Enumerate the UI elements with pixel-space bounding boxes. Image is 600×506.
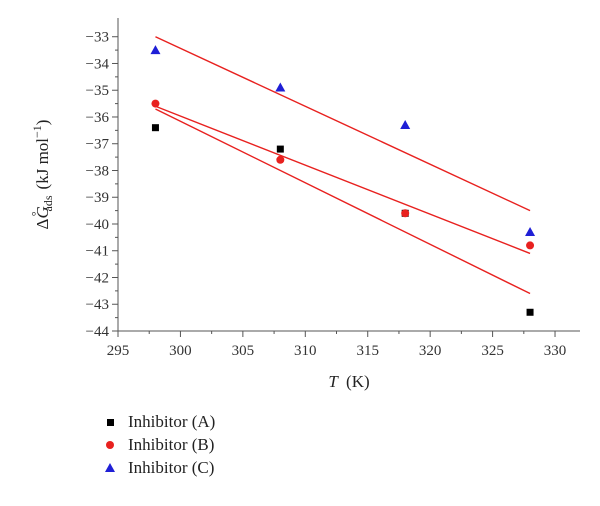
y-axis-title-exponent: −1 (30, 125, 44, 138)
legend-item-b: Inhibitor (B) (100, 433, 215, 456)
y-tick-label: −42 (86, 270, 109, 286)
y-ticks: −44 −43 −42 −41 −40 −39 −38 −37 −36 −35 −34 −33 (86, 30, 118, 340)
data-point-triangle (275, 82, 286, 92)
y-axis-title-subscript: ads (41, 195, 55, 211)
chart-svg: 295 300 305 310 315 320 325 330 −44 −43 −42 −41 −40… (29, 18, 580, 391)
y-tick-label: −44 (86, 324, 110, 340)
data-point-circle (276, 155, 285, 164)
x-axis-title-unit: (K) (346, 372, 370, 391)
data-point-circle (401, 209, 410, 218)
data-point-square (526, 308, 534, 316)
data-point-triangle (400, 120, 411, 130)
y-tick-label: −40 (86, 217, 109, 233)
data-point-square (276, 145, 284, 153)
legend-label-a: Inhibitor (A) (128, 411, 216, 431)
x-axis-title: T (K) (328, 372, 369, 391)
y-tick-label: −38 (86, 163, 109, 179)
plot-area: 295 300 305 310 315 320 325 330 −44 −43 −42 −41 −40… (86, 18, 580, 359)
square-marker-icon (100, 412, 120, 432)
data-point-triangle (150, 45, 161, 55)
y-tick-label: −39 (86, 190, 109, 206)
y-tick-label: −36 (86, 110, 110, 126)
y-tick-label: −34 (86, 56, 110, 72)
y-axis-title: ΔG°ads (kJ mol−1) (29, 120, 55, 230)
fit-line (155, 36, 531, 212)
y-tick-label: −41 (86, 244, 109, 260)
x-tick-label: 325 (481, 343, 504, 359)
data-point-circle (151, 99, 160, 108)
fit-line (155, 105, 531, 255)
y-tick-label: −43 (86, 297, 109, 313)
triangle-marker-icon (100, 458, 120, 478)
data-points (150, 45, 536, 316)
y-axis-title-g: G (33, 206, 52, 218)
legend: Inhibitor (A) Inhibitor (B) Inhibitor (C… (100, 410, 215, 479)
data-point-triangle (525, 227, 536, 237)
x-tick-label: 305 (232, 343, 255, 359)
legend-label-c: Inhibitor (C) (128, 457, 215, 477)
data-point-circle (526, 241, 535, 250)
x-tick-label: 315 (356, 343, 379, 359)
legend-label-b: Inhibitor (B) (128, 434, 215, 454)
y-axis-title-close: ) (33, 120, 52, 126)
x-ticks: 295 300 305 310 315 320 325 330 (107, 331, 567, 359)
circle-marker-icon (100, 435, 120, 455)
y-axis-title-unit: (kJ mol (33, 138, 52, 190)
y-axis-title-delta: Δ (33, 218, 52, 229)
y-tick-label: −37 (86, 137, 110, 153)
x-tick-label: 300 (169, 343, 192, 359)
x-tick-label: 320 (419, 343, 442, 359)
legend-item-a: Inhibitor (A) (100, 410, 215, 433)
y-tick-label: −35 (86, 83, 109, 99)
fit-lines (155, 36, 531, 295)
x-axis-title-symbol: T (328, 372, 339, 391)
x-tick-label: 310 (294, 343, 317, 359)
x-tick-label: 295 (107, 343, 130, 359)
fit-line (155, 108, 531, 295)
data-point-square (151, 124, 159, 132)
x-tick-label: 330 (544, 343, 567, 359)
y-tick-label: −33 (86, 30, 109, 46)
y-axis-title-degree: ° (29, 211, 43, 216)
legend-item-c: Inhibitor (C) (100, 456, 215, 479)
